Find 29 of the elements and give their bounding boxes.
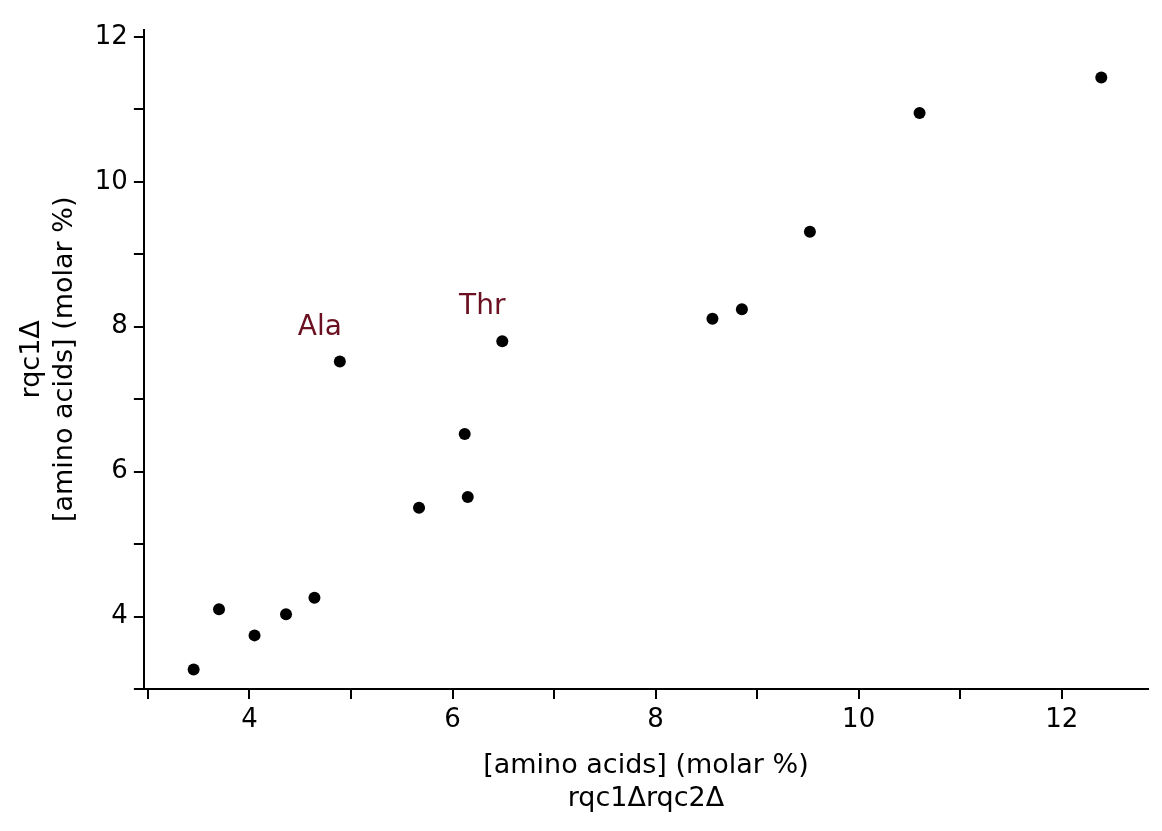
- x-tick-label: 12: [1045, 703, 1079, 734]
- point: [333, 355, 346, 368]
- x-tick-label: 6: [444, 703, 461, 734]
- y-tick-label: 12: [94, 19, 128, 50]
- point: [213, 603, 226, 616]
- point: [803, 225, 816, 238]
- point: [735, 303, 748, 316]
- annotation: Thr: [458, 288, 506, 322]
- point: [280, 608, 293, 621]
- point: [413, 501, 426, 514]
- point: [461, 490, 474, 503]
- y-axis-title: rqc1Δ [amino acids] (molar %): [14, 196, 78, 523]
- point: [913, 106, 926, 119]
- x-tick-label: 4: [241, 703, 258, 734]
- x-tick-label: 8: [647, 703, 664, 734]
- point: [458, 427, 471, 440]
- point: [706, 312, 719, 325]
- point: [308, 591, 321, 604]
- y-tick-label: 6: [111, 454, 128, 485]
- point: [187, 663, 200, 676]
- point: [1095, 71, 1108, 84]
- annotation: Ala: [297, 308, 342, 342]
- y-tick-label: 10: [94, 164, 128, 195]
- y-tick-label: 4: [111, 599, 128, 630]
- point: [496, 335, 509, 348]
- point: [248, 629, 261, 642]
- x-tick-label: 10: [842, 703, 876, 734]
- y-tick-label: 8: [111, 309, 128, 340]
- x-axis-title: [amino acids] (molar %) rqc1Δrqc2Δ: [483, 748, 809, 812]
